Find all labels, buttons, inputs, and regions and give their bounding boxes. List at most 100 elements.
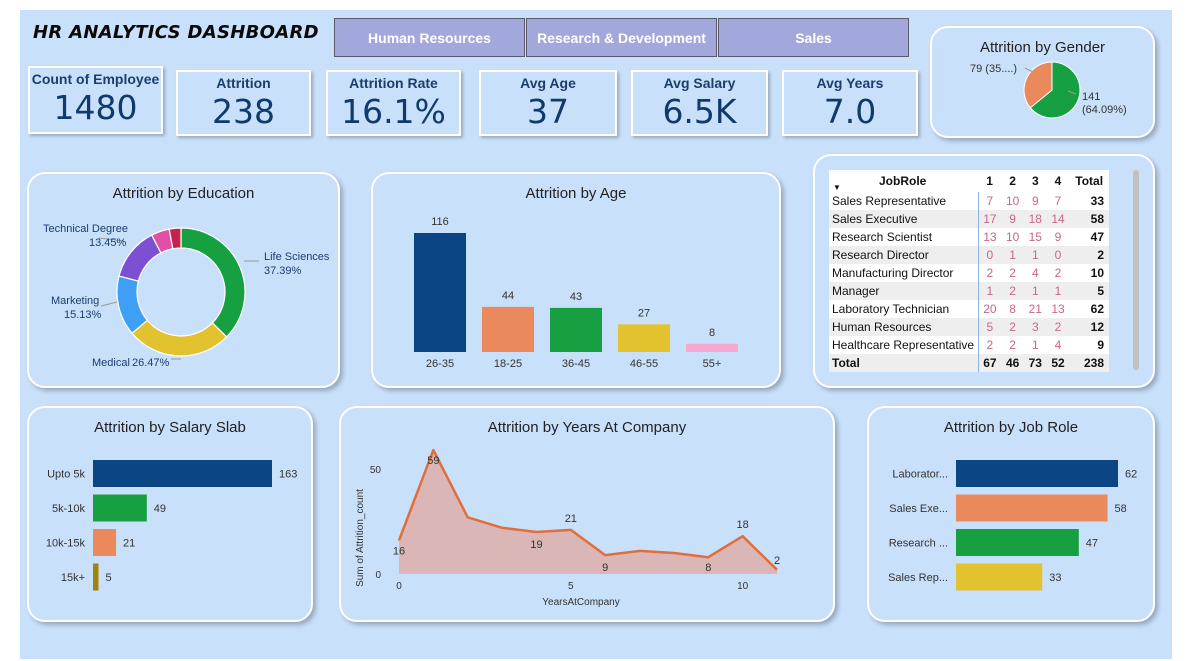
table-row[interactable]: Sales Representative 7 10 9 7 33 bbox=[829, 192, 1109, 210]
matrix-header-row: JobRole ▼ 1 2 3 4 Total bbox=[829, 170, 1109, 192]
pie-slice[interactable] bbox=[1029, 61, 1081, 119]
kpi-avg-age[interactable]: Avg Age 37 bbox=[479, 70, 617, 136]
matrix-cell: 52 bbox=[1046, 354, 1070, 372]
table-total-row: Total 67 46 73 52 238 bbox=[829, 354, 1109, 372]
matrix-cell: 9 bbox=[1031, 194, 1039, 208]
matrix-cell: 7 bbox=[986, 194, 994, 208]
matrix-cell: 73 bbox=[1023, 354, 1047, 372]
area-point-label: 19 bbox=[530, 539, 542, 551]
age-bar-value: 43 bbox=[570, 291, 582, 303]
leader-line bbox=[1024, 67, 1034, 73]
kpi-value: 16.1% bbox=[341, 92, 446, 131]
area-point-label: 16 bbox=[393, 545, 405, 557]
salary-bar-value: 163 bbox=[279, 469, 297, 481]
matrix-cell: 9 bbox=[1001, 210, 1024, 228]
area-point-label: 8 bbox=[705, 562, 711, 574]
chart-title: Attrition by Age bbox=[525, 185, 627, 202]
matrix-scrollbar[interactable] bbox=[1133, 170, 1139, 370]
card-attrition-by-age[interactable]: Attrition by Age 116 26-35 44 18-25 43 36-45 2… bbox=[371, 172, 781, 388]
kpi-label: Attrition bbox=[216, 75, 271, 91]
table-row[interactable]: Human Resources 5 2 3 2 12 bbox=[829, 318, 1109, 336]
jobrole-bar[interactable] bbox=[956, 563, 1043, 591]
salary-category-label: 5k-10k bbox=[52, 503, 86, 515]
matrix-cell: 4 bbox=[1031, 266, 1039, 280]
card-attrition-by-salary[interactable]: Attrition by Salary Slab Upto 5k 163 5k-10… bbox=[27, 406, 313, 622]
table-row[interactable]: Manager 1 2 1 1 5 bbox=[829, 282, 1109, 300]
card-jobrole-matrix[interactable]: JobRole ▼ 1 2 3 4 Total Sales Representa… bbox=[813, 154, 1155, 388]
salary-bar[interactable] bbox=[93, 563, 99, 591]
matrix-cell: 1 bbox=[1046, 282, 1070, 300]
kpi-employee-count[interactable]: Count of Employee 1480 bbox=[28, 66, 163, 134]
donut-slice[interactable] bbox=[131, 319, 228, 357]
pie-slice[interactable] bbox=[1023, 61, 1053, 109]
matrix-header-col[interactable]: Total bbox=[1075, 174, 1104, 188]
kpi-attrition-rate[interactable]: Attrition Rate 16.1% bbox=[326, 70, 461, 136]
salary-bar[interactable] bbox=[93, 460, 272, 487]
matrix-cell: 2 bbox=[1001, 282, 1024, 300]
x-tick-label: 0 bbox=[396, 581, 402, 592]
card-attrition-by-education[interactable]: Attrition by Education Life Sciences 37.… bbox=[27, 172, 340, 388]
donut-slice[interactable] bbox=[116, 275, 149, 335]
slicer-sales[interactable]: Sales bbox=[718, 18, 909, 57]
matrix-cell: 46 bbox=[1001, 354, 1024, 372]
table-row[interactable]: Research Scientist 13 10 15 9 47 bbox=[829, 228, 1109, 246]
jobrole-bar[interactable] bbox=[956, 494, 1108, 522]
education-label-name: Technical Degree bbox=[43, 223, 128, 235]
area-line[interactable] bbox=[397, 448, 778, 571]
slicer-research-development[interactable]: Research & Development bbox=[526, 18, 717, 57]
table-row[interactable]: Research Director 0 1 1 0 2 bbox=[829, 246, 1109, 264]
matrix-header-col[interactable]: 3 bbox=[1031, 174, 1039, 188]
education-label-name: Life Sciences bbox=[264, 251, 330, 263]
kpi-attrition[interactable]: Attrition 238 bbox=[176, 70, 311, 136]
table-row[interactable]: Laboratory Technician 20 8 21 13 62 bbox=[829, 300, 1109, 318]
matrix-cell-total: 12 bbox=[1069, 318, 1109, 336]
matrix-cell-role: Manager bbox=[829, 282, 979, 300]
matrix-cell: 5 bbox=[978, 318, 1002, 336]
jobrole-bar-chart: Laborator... 62 Sales Exe... 58 Research ...… bbox=[888, 460, 1137, 591]
salary-bar[interactable] bbox=[93, 494, 147, 522]
donut-slice[interactable] bbox=[168, 227, 182, 250]
matrix-header-label: JobRole bbox=[879, 174, 927, 188]
card-attrition-by-jobrole[interactable]: Attrition by Job Role Laborator... 62 Sale… bbox=[867, 406, 1155, 622]
age-bar[interactable] bbox=[618, 324, 670, 352]
matrix-header-col[interactable]: 1 bbox=[986, 174, 993, 188]
sort-down-icon[interactable]: ▼ bbox=[833, 183, 841, 192]
matrix-cell: 0 bbox=[1046, 246, 1070, 264]
x-tick-label: 10 bbox=[737, 581, 749, 592]
matrix-cell-role: Laboratory Technician bbox=[829, 300, 979, 318]
matrix-cell: 2 bbox=[986, 338, 994, 352]
age-bar[interactable] bbox=[550, 307, 602, 352]
jobrole-bar[interactable] bbox=[956, 529, 1079, 556]
matrix-cell: 13 bbox=[983, 230, 997, 244]
jobrole-bar[interactable] bbox=[956, 460, 1118, 487]
x-axis-label: YearsAtCompany bbox=[542, 597, 619, 608]
slicer-human-resources[interactable]: Human Resources bbox=[334, 18, 525, 57]
gender-slices[interactable] bbox=[1023, 61, 1081, 119]
table-row[interactable]: Sales Executive 17 9 18 14 58 bbox=[829, 210, 1109, 228]
age-bar[interactable] bbox=[686, 343, 738, 352]
age-bar[interactable] bbox=[414, 233, 466, 352]
salary-bar[interactable] bbox=[93, 529, 117, 556]
table-row[interactable]: Manufacturing Director 2 2 4 2 10 bbox=[829, 264, 1109, 282]
kpi-value: 1480 bbox=[53, 88, 138, 127]
age-bar[interactable] bbox=[482, 306, 534, 352]
matrix-header-jobrole[interactable]: JobRole ▼ bbox=[829, 170, 978, 192]
kpi-avg-salary[interactable]: Avg Salary 6.5K bbox=[631, 70, 768, 136]
age-bar-value: 44 bbox=[502, 290, 514, 302]
education-label-name: Medical bbox=[92, 357, 130, 369]
salary-bar-value: 5 bbox=[105, 572, 111, 584]
matrix-header-col[interactable]: 4 bbox=[1054, 174, 1062, 188]
y-axis-label: Sum of Attrition_count bbox=[355, 489, 366, 587]
matrix-cell: 10 bbox=[1005, 194, 1020, 208]
card-attrition-by-gender[interactable]: Attrition by Gender 79 (35....) 141 (64.… bbox=[930, 26, 1155, 138]
matrix-header-col[interactable]: 2 bbox=[1009, 174, 1016, 188]
education-slices[interactable] bbox=[116, 227, 246, 357]
salary-category-label: 15k+ bbox=[61, 572, 85, 584]
donut-slice[interactable] bbox=[180, 227, 246, 338]
matrix-cell: 2 bbox=[1009, 266, 1016, 280]
card-attrition-by-years[interactable]: Attrition by Years At Company Sum of Att… bbox=[339, 406, 835, 622]
kpi-avg-years[interactable]: Avg Years 7.0 bbox=[782, 70, 918, 136]
table-row[interactable]: Healthcare Representative 2 2 1 4 9 bbox=[829, 336, 1109, 354]
matrix-cell: 9 bbox=[1054, 230, 1062, 244]
matrix-cell: 7 bbox=[1054, 194, 1062, 208]
